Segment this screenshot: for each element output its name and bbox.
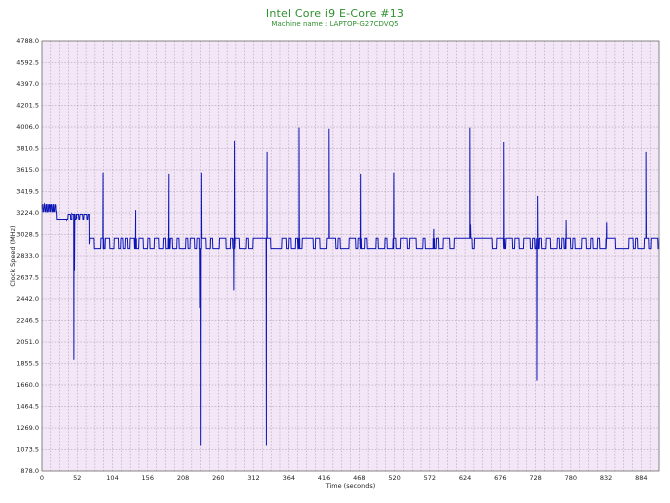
y-tick-label: 1269.0 bbox=[16, 424, 39, 432]
x-tick-label: 208 bbox=[177, 474, 189, 482]
y-tick-label: 878.0 bbox=[20, 467, 39, 475]
y-tick-label: 3028.5 bbox=[16, 231, 39, 239]
y-tick-label: 3810.5 bbox=[16, 145, 39, 153]
y-tick-label: 3615.0 bbox=[16, 166, 39, 174]
y-tick-label: 2442.0 bbox=[16, 295, 39, 303]
y-tick-label: 4592.5 bbox=[16, 59, 39, 67]
y-tick-label: 3224.0 bbox=[16, 209, 39, 217]
y-tick-label: 1073.5 bbox=[16, 446, 39, 454]
x-tick-label: 884 bbox=[635, 474, 647, 482]
x-tick-label: 468 bbox=[353, 474, 365, 482]
tick-layer: 878.0 1073.5 1269.0 1464.5 1660.0 1855.5 2051.… bbox=[16, 37, 647, 482]
y-tick-label: 4201.5 bbox=[16, 102, 39, 110]
x-axis-label: Time (seconds) bbox=[325, 482, 376, 490]
y-tick-label: 4788.0 bbox=[16, 37, 39, 45]
x-tick-label: 52 bbox=[73, 474, 81, 482]
y-tick-label: 4006.0 bbox=[16, 123, 39, 131]
y-tick-label: 3419.5 bbox=[16, 188, 39, 196]
x-tick-label: 0 bbox=[40, 474, 44, 482]
x-tick-label: 364 bbox=[283, 474, 295, 482]
x-tick-label: 312 bbox=[247, 474, 259, 482]
series-line bbox=[41, 127, 660, 446]
chart-subtitle: Machine name : LAPTOP-G27CDVQ5 bbox=[271, 20, 399, 28]
x-tick-label: 572 bbox=[424, 474, 436, 482]
x-tick-label: 624 bbox=[459, 474, 471, 482]
y-tick-label: 2637.5 bbox=[16, 274, 39, 282]
y-tick-label: 2246.5 bbox=[16, 317, 39, 325]
y-tick-label: 1660.0 bbox=[16, 381, 39, 389]
x-tick-label: 156 bbox=[142, 474, 154, 482]
y-tick-label: 2051.0 bbox=[16, 338, 39, 346]
plot-frame bbox=[41, 40, 660, 472]
x-tick-label: 780 bbox=[565, 474, 577, 482]
chart-title: Intel Core i9 E-Core #13 bbox=[265, 7, 405, 20]
x-tick-label: 832 bbox=[600, 474, 612, 482]
y-tick-label: 4397.0 bbox=[16, 80, 39, 88]
x-tick-label: 676 bbox=[494, 474, 506, 482]
y-tick-label: 1855.5 bbox=[16, 360, 39, 368]
x-tick-label: 416 bbox=[318, 474, 330, 482]
x-tick-label: 728 bbox=[529, 474, 541, 482]
x-tick-label: 520 bbox=[388, 474, 400, 482]
x-tick-label: 104 bbox=[106, 474, 118, 482]
y-tick-label: 1464.5 bbox=[16, 403, 39, 411]
y-tick-label: 2833.0 bbox=[16, 252, 39, 260]
y-axis-label: Clock Speed (MHz) bbox=[9, 225, 17, 286]
x-tick-label: 260 bbox=[212, 474, 224, 482]
